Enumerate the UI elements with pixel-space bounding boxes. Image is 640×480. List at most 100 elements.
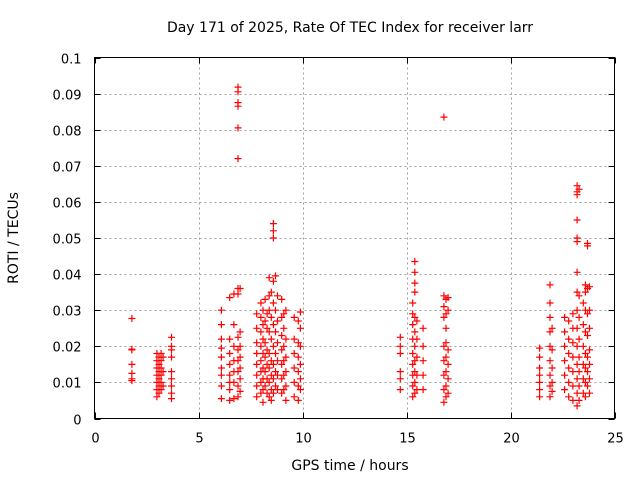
- data-point: [440, 292, 448, 300]
- data-point: [234, 393, 242, 401]
- x-tick-label: 20: [503, 432, 520, 447]
- data-point: [584, 242, 591, 250]
- data-point: [584, 310, 591, 318]
- data-point: [274, 339, 281, 347]
- data-point: [444, 346, 452, 354]
- data-point: [586, 375, 593, 383]
- data-point: [236, 285, 244, 292]
- data-point: [226, 350, 234, 357]
- y-tick-label: 0.03: [53, 305, 82, 320]
- data-point: [274, 317, 281, 325]
- data-point: [548, 364, 556, 372]
- data-point: [269, 342, 277, 350]
- data-point: [561, 386, 569, 394]
- data-point: [236, 328, 244, 336]
- data-point: [155, 389, 163, 397]
- data-point: [226, 371, 234, 379]
- data-point: [419, 357, 427, 365]
- data-point: [575, 353, 583, 361]
- data-point: [267, 357, 275, 365]
- data-point: [584, 368, 591, 376]
- data-point: [265, 274, 273, 282]
- data-point: [411, 313, 419, 321]
- data-point: [157, 364, 165, 372]
- data-point: [565, 364, 573, 372]
- data-point: [561, 328, 569, 336]
- data-point: [217, 344, 225, 352]
- data-point: [573, 216, 581, 224]
- data-point: [586, 283, 593, 291]
- data-point: [253, 310, 261, 318]
- data-point: [267, 335, 275, 343]
- data-point: [411, 357, 419, 365]
- data-point: [411, 389, 419, 397]
- data-point: [217, 306, 225, 314]
- ticks-layer: 0 0.01 0.02 0.03 0.04 0.05 0.06 0.07 0.08 0.09 0.1…: [53, 53, 624, 447]
- data-point: [565, 350, 573, 357]
- data-point: [267, 288, 275, 296]
- data-point: [226, 386, 234, 394]
- data-point: [234, 346, 242, 354]
- data-point: [575, 313, 583, 321]
- data-point: [440, 386, 448, 394]
- data-point: [411, 268, 419, 276]
- data-point: [234, 88, 242, 96]
- data-point: [265, 393, 273, 401]
- data-point: [265, 364, 273, 372]
- data-point: [259, 306, 267, 314]
- data-point: [573, 268, 581, 276]
- data-point: [282, 353, 290, 361]
- data-point: [565, 317, 573, 325]
- data-point: [274, 292, 281, 300]
- data-point: [296, 386, 304, 394]
- data-point: [253, 360, 261, 368]
- data-point: [296, 342, 304, 350]
- data-point: [575, 185, 583, 193]
- data-point: [569, 310, 577, 318]
- data-point: [280, 310, 288, 318]
- data-point: [294, 353, 302, 361]
- data-point: [575, 368, 583, 376]
- data-point: [236, 364, 244, 372]
- data-point: [579, 389, 587, 397]
- data-point: [168, 353, 175, 361]
- data-point: [536, 386, 544, 394]
- data-point: [419, 371, 427, 379]
- data-point: [217, 371, 225, 379]
- x-tick-label: 25: [607, 432, 624, 447]
- data-point: [269, 375, 277, 383]
- data-point: [573, 324, 581, 332]
- data-point: [259, 335, 267, 343]
- data-point: [419, 386, 427, 394]
- data-point: [259, 321, 267, 329]
- data-point: [168, 375, 175, 383]
- data-point: [409, 393, 417, 401]
- data-point: [569, 368, 577, 376]
- data-point: [168, 382, 175, 390]
- data-point: [263, 360, 271, 368]
- data-point: [444, 360, 452, 368]
- data-point: [579, 299, 587, 307]
- data-point: [128, 346, 136, 354]
- data-point: [157, 350, 165, 357]
- data-point: [296, 375, 304, 383]
- data-point: [278, 313, 286, 321]
- data-point: [226, 360, 234, 368]
- data-point: [280, 371, 288, 379]
- data-point: [584, 332, 591, 339]
- data-point: [584, 353, 591, 361]
- data-point: [269, 321, 277, 329]
- data-point: [546, 371, 554, 379]
- data-point: [226, 396, 234, 404]
- data-point: [263, 346, 271, 354]
- data-point: [278, 375, 286, 383]
- data-point: [265, 292, 273, 300]
- data-point: [444, 294, 452, 302]
- data-point: [581, 364, 589, 372]
- y-tick-label: 0.01: [53, 377, 82, 392]
- data-point: [261, 295, 269, 303]
- data-point: [261, 317, 269, 325]
- data-point: [261, 368, 269, 376]
- data-point: [294, 339, 302, 347]
